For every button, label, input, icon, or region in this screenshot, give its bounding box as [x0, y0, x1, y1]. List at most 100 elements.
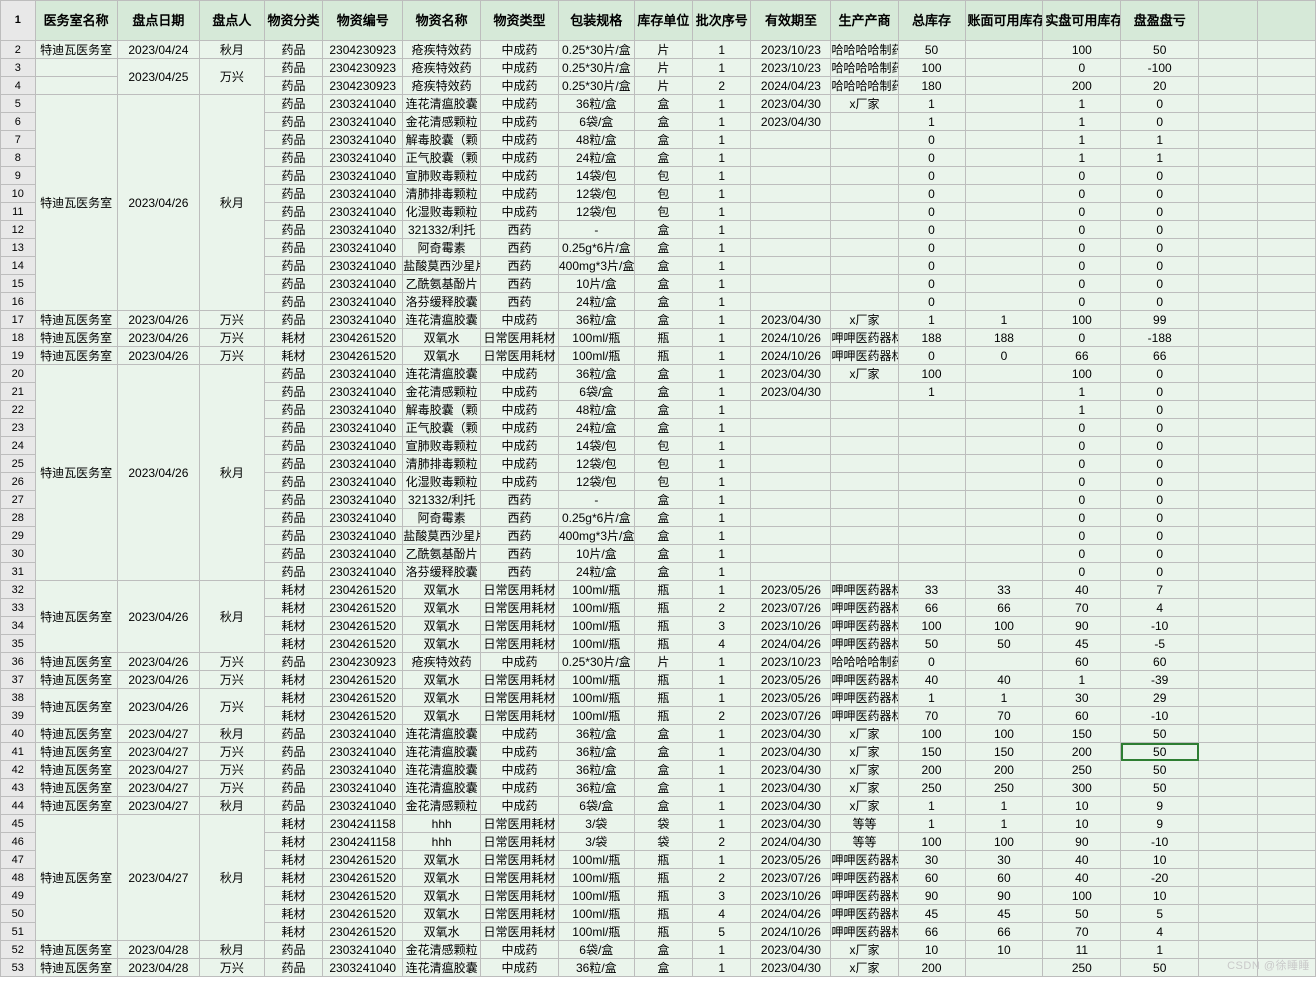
cell[interactable]: 药品 — [264, 293, 322, 311]
cell[interactable]: 4 — [693, 905, 751, 923]
cell[interactable]: 药品 — [264, 149, 322, 167]
cell[interactable]: 包 — [634, 455, 692, 473]
cell[interactable]: 中成药 — [481, 311, 559, 329]
cell[interactable]: 盒 — [634, 797, 692, 815]
column-header[interactable]: 实盘可用库存 — [1043, 1, 1121, 41]
cell[interactable]: 2024/10/26 — [751, 923, 831, 941]
cell[interactable]: 1 — [1121, 131, 1199, 149]
cell[interactable] — [965, 527, 1043, 545]
cell[interactable]: 西药 — [481, 221, 559, 239]
cell[interactable]: 盒 — [634, 941, 692, 959]
cell[interactable]: 1 — [965, 311, 1043, 329]
cell[interactable]: 50 — [1043, 905, 1121, 923]
cell[interactable]: 片 — [634, 59, 692, 77]
cell[interactable]: 盒 — [634, 743, 692, 761]
cell[interactable]: 日常医用耗材 — [481, 833, 559, 851]
cell[interactable]: 2304261520 — [323, 347, 403, 365]
row-number[interactable]: 53 — [1, 959, 36, 977]
cell[interactable]: 中成药 — [481, 959, 559, 977]
cell[interactable]: 180 — [898, 77, 965, 95]
cell[interactable]: 6袋/盒 — [558, 941, 634, 959]
cell[interactable]: 45 — [898, 905, 965, 923]
cell[interactable]: 耗材 — [264, 905, 322, 923]
cell[interactable]: 100 — [898, 365, 965, 383]
table-row[interactable]: 53特迪瓦医务室2023/04/28万兴药品2303241040连花清瘟胶囊中成… — [1, 959, 1316, 977]
cell[interactable]: 西药 — [481, 257, 559, 275]
cell[interactable]: 2023/04/30 — [751, 725, 831, 743]
cell[interactable]: 呷呷医药器材 — [831, 851, 898, 869]
cell[interactable]: 1 — [693, 545, 751, 563]
cell[interactable]: 耗材 — [264, 815, 322, 833]
row-number[interactable]: 45 — [1, 815, 36, 833]
cell[interactable] — [751, 203, 831, 221]
cell[interactable]: 2304261520 — [323, 329, 403, 347]
row-number[interactable]: 12 — [1, 221, 36, 239]
cell[interactable]: 盒 — [634, 293, 692, 311]
cell[interactable]: 1 — [693, 347, 751, 365]
cell[interactable]: 中成药 — [481, 761, 559, 779]
cell[interactable]: 400mg*3片/盒 — [558, 527, 634, 545]
cell[interactable]: 特迪瓦医务室 — [35, 941, 117, 959]
cell[interactable]: 西药 — [481, 275, 559, 293]
cell[interactable]: 70 — [1043, 923, 1121, 941]
cell[interactable]: 2023/04/30 — [751, 959, 831, 977]
cell[interactable]: 0 — [898, 203, 965, 221]
cell[interactable]: 药品 — [264, 185, 322, 203]
cell[interactable]: 药品 — [264, 527, 322, 545]
cell[interactable] — [751, 455, 831, 473]
cell[interactable]: 2023/10/23 — [751, 59, 831, 77]
cell[interactable]: 盒 — [634, 311, 692, 329]
cell[interactable]: 疮疾特效药 — [403, 653, 481, 671]
cell[interactable]: 瓶 — [634, 599, 692, 617]
cell[interactable]: 片 — [634, 77, 692, 95]
cell[interactable]: 2023/04/30 — [751, 797, 831, 815]
cell[interactable]: 药品 — [264, 203, 322, 221]
cell[interactable]: 1 — [693, 275, 751, 293]
cell[interactable]: 特迪瓦医务室 — [35, 581, 117, 653]
cell[interactable] — [898, 419, 965, 437]
cell[interactable]: 1 — [693, 689, 751, 707]
cell[interactable]: -20 — [1121, 869, 1199, 887]
cell[interactable]: 0 — [1121, 203, 1199, 221]
cell[interactable]: 双氧水 — [403, 851, 481, 869]
cell[interactable]: 日常医用耗材 — [481, 815, 559, 833]
cell[interactable]: 盒 — [634, 419, 692, 437]
cell[interactable]: 2303241040 — [323, 941, 403, 959]
cell[interactable]: 1 — [693, 329, 751, 347]
cell[interactable] — [831, 203, 898, 221]
cell[interactable]: 解毒胶囊（颗 — [403, 401, 481, 419]
row-number[interactable]: 20 — [1, 365, 36, 383]
cell[interactable] — [965, 257, 1043, 275]
cell[interactable]: 0 — [1043, 275, 1121, 293]
cell[interactable]: 2023/04/26 — [117, 365, 199, 581]
cell[interactable] — [831, 509, 898, 527]
cell[interactable]: 0 — [1121, 527, 1199, 545]
cell[interactable]: 321332/利托 — [403, 221, 481, 239]
cell[interactable]: 呷呷医药器材 — [831, 887, 898, 905]
cell[interactable]: 双氧水 — [403, 581, 481, 599]
cell[interactable]: 包 — [634, 437, 692, 455]
row-number[interactable]: 31 — [1, 563, 36, 581]
cell[interactable] — [965, 383, 1043, 401]
row-number[interactable]: 25 — [1, 455, 36, 473]
cell[interactable]: 特迪瓦医务室 — [35, 743, 117, 761]
cell[interactable]: 250 — [898, 779, 965, 797]
cell[interactable]: 66 — [898, 923, 965, 941]
cell[interactable]: 连花清瘟胶囊 — [403, 311, 481, 329]
cell[interactable]: 阿奇霉素 — [403, 239, 481, 257]
cell[interactable]: 100ml/瓶 — [558, 905, 634, 923]
cell[interactable]: 2303241040 — [323, 365, 403, 383]
cell[interactable]: 盒 — [634, 779, 692, 797]
cell[interactable]: 中成药 — [481, 419, 559, 437]
cell[interactable]: 连花清瘟胶囊 — [403, 761, 481, 779]
cell[interactable]: 1 — [693, 653, 751, 671]
row-number[interactable]: 22 — [1, 401, 36, 419]
cell[interactable] — [831, 437, 898, 455]
row-number[interactable]: 40 — [1, 725, 36, 743]
cell[interactable] — [898, 437, 965, 455]
cell[interactable] — [831, 239, 898, 257]
cell[interactable] — [965, 959, 1043, 977]
cell[interactable]: 宣肺败毒颗粒 — [403, 437, 481, 455]
cell[interactable]: 1 — [965, 815, 1043, 833]
row-number[interactable]: 18 — [1, 329, 36, 347]
